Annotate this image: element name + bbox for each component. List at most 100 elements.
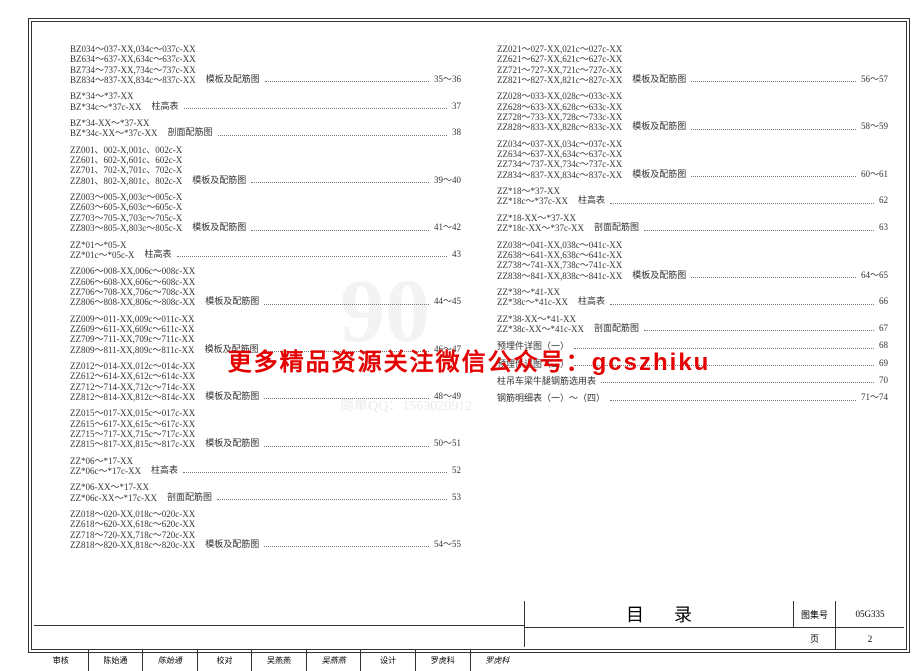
entry-codes: BZ034～037-XX,034c～037c-XX BZ634～637-XX,6… (70, 44, 196, 85)
toc-entry: 预埋件详图（二）69 (497, 358, 888, 369)
entry-desc: 模板及配筋图 (195, 438, 259, 449)
leader-dots (264, 304, 429, 305)
entry-codes: ZZ034～037-XX,034c～037c-XX ZZ634～637-XX,6… (497, 139, 622, 180)
toc-entry: 预埋件详图（一）68 (497, 340, 888, 351)
entry-desc: 柱吊车梁牛腿钢筋选用表 (497, 376, 596, 386)
entry-codes: ZZ003～005-X,003c～005c-X ZZ603～605-X,603c… (70, 192, 182, 233)
entry-page: 37 (452, 101, 461, 112)
leader-dots (264, 446, 429, 447)
leader-dots (251, 230, 429, 231)
entry-page: 56～57 (861, 74, 888, 85)
toc-entry: BZ*34-XX～*37-XX BZ*34c-XX～*37c-XX剖面配筋图38 (70, 118, 461, 139)
toc-entry: ZZ*38～*41-XX ZZ*38c～*41c-XX柱高表 66 (497, 287, 888, 308)
toc-entry: ZZ015～017-XX,015c～017c-XX ZZ615～617-XX,6… (70, 408, 461, 449)
audit-label: 审核 (34, 649, 89, 671)
leader-dots (610, 400, 856, 401)
toc-entry: ZZ*01～*05-X ZZ*01c～*05c-X柱高表43 (70, 240, 461, 261)
toc-content: BZ034～037-XX,034c～037c-XX BZ634～637-XX,6… (70, 44, 888, 595)
toc-entry: 柱吊车梁牛腿钢筋选用表 70 (497, 375, 888, 386)
leader-dots (691, 277, 856, 278)
check-sign: 吴燕燕 (307, 649, 362, 671)
entry-desc: 剖面配筋图 (157, 127, 212, 138)
page-label: 页 (794, 628, 836, 649)
entry-desc: 柱高表 (141, 465, 178, 476)
entry-desc: 剖面配筋图 (584, 222, 639, 233)
entry-codes: ZZ015～017-XX,015c～017c-XX ZZ615～617-XX,6… (70, 408, 195, 449)
entry-desc: 柱高表 (142, 101, 179, 112)
set-label: 图集号 (794, 601, 836, 627)
toc-left-column: BZ034～037-XX,034c～037c-XX BZ634～637-XX,6… (70, 44, 479, 595)
page-outer-frame: BZ034～037-XX,034c～037c-XX BZ634～637-XX,6… (28, 18, 910, 653)
page-inner-frame: BZ034～037-XX,034c～037c-XX BZ634～637-XX,6… (31, 21, 907, 650)
entry-desc: 模板及配筋图 (195, 296, 259, 307)
toc-entry: BZ*34～*37-XX BZ*34c～*37c-XX柱高表 37 (70, 91, 461, 112)
entry-page: 58～59 (861, 121, 888, 132)
toc-entry: ZZ*18-XX～*37-XX ZZ*18c-XX～*37c-XX剖面配筋图 63 (497, 213, 888, 234)
toc-entry: BZ034～037-XX,034c～037c-XX BZ634～637-XX,6… (70, 44, 461, 85)
entry-desc: 模板及配筋图 (195, 344, 259, 355)
leader-dots (691, 176, 856, 177)
check-label: 校对 (198, 649, 253, 671)
entry-desc: 模板及配筋图 (182, 222, 246, 233)
toc-entry: 钢筋明细表（一）～（四）71～74 (497, 392, 888, 403)
entry-desc: 柱高表 (134, 249, 171, 260)
entry-page: 63 (879, 222, 888, 233)
entry-page: 60～61 (861, 169, 888, 180)
entry-page: 54～55 (434, 539, 461, 550)
entry-codes: ZZ038～041-XX,038c～041c-XX ZZ638～641-XX,6… (497, 240, 622, 281)
entry-desc: 预埋件详图（一） (497, 341, 569, 351)
entry-page: 44～45 (434, 296, 461, 307)
leader-dots (265, 81, 429, 82)
entry-page: 46～47 (434, 344, 461, 355)
title-block-right: 目录 图集号 05G335 X 页 2 (524, 601, 904, 647)
toc-entry: ZZ006～008-XX,006c～008c-XX ZZ606～608-XX,6… (70, 266, 461, 307)
entry-codes: ZZ006～008-XX,006c～008c-XX ZZ606～608-XX,6… (70, 266, 195, 307)
leader-dots (610, 304, 874, 305)
entry-page: 52 (452, 465, 461, 476)
entry-desc: 模板及配筋图 (195, 539, 259, 550)
toc-entry: ZZ003～005-X,003c～005c-X ZZ603～605-X,603c… (70, 192, 461, 233)
leader-dots (610, 203, 874, 204)
entry-codes: ZZ*18-XX～*37-XX ZZ*18c-XX～*37c-XX (497, 213, 584, 234)
toc-entry: ZZ028～033-XX,028c～033c-XX ZZ628～633-XX,6… (497, 91, 888, 132)
entry-codes: ZZ*38～*41-XX ZZ*38c～*41c-XX (497, 287, 568, 308)
leader-dots (644, 230, 874, 231)
entry-page: 41～42 (434, 222, 461, 233)
leader-dots (183, 472, 447, 473)
entry-desc: 模板及配筋图 (182, 175, 246, 186)
toc-entry: ZZ*18～*37-XX ZZ*18c～*37c-XX柱高表62 (497, 186, 888, 207)
design-sign: 罗虎科 (471, 649, 525, 671)
title-block: 审核 陈始通 陈始通 校对 吴燕燕 吴燕燕 设计 罗虎科 罗虎科 目录 图集号 … (34, 601, 904, 647)
signature-row: 审核 陈始通 陈始通 校对 吴燕燕 吴燕燕 设计 罗虎科 罗虎科 (34, 625, 524, 671)
entry-desc: 柱高表 (568, 296, 605, 307)
entry-page: 50～51 (434, 438, 461, 449)
entry-page: 48～49 (434, 391, 461, 402)
toc-entry: ZZ009～011-XX,009c～011c-XX ZZ609～611-XX,6… (70, 314, 461, 355)
design-value: 罗虎科 (416, 649, 471, 671)
entry-desc: 剖面配筋图 (584, 323, 639, 334)
entry-codes: ZZ021～027-XX,021c～027c-XX ZZ621～627-XX,6… (497, 44, 622, 85)
title-block-left: 审核 陈始通 陈始通 校对 吴燕燕 吴燕燕 设计 罗虎科 罗虎科 (34, 601, 524, 647)
entry-desc: 预埋件详图（二） (497, 359, 569, 369)
entry-page: 64～65 (861, 270, 888, 281)
entry-page: 53 (452, 492, 461, 503)
toc-entry: ZZ021～027-XX,021c～027c-XX ZZ621～627-XX,6… (497, 44, 888, 85)
entry-codes: BZ*34～*37-XX BZ*34c～*37c-XX (70, 91, 142, 112)
leader-dots (218, 135, 448, 136)
entry-codes: ZZ*01～*05-X ZZ*01c～*05c-X (70, 240, 134, 261)
entry-desc: 模板及配筋图 (622, 74, 686, 85)
toc-entry: ZZ*06～*17-XX ZZ*06c～*17c-XX柱高表52 (70, 456, 461, 477)
page-number: 2 (836, 628, 904, 649)
leader-dots (184, 108, 447, 109)
entry-codes: BZ*34-XX～*37-XX BZ*34c-XX～*37c-XX (70, 118, 157, 139)
toc-entry: ZZ*38-XX～*41-XX ZZ*38c-XX～*41c-XX剖面配筋图67 (497, 314, 888, 335)
leader-dots (691, 129, 856, 130)
leader-dots (574, 365, 874, 366)
entry-page: 66 (879, 296, 888, 307)
leader-dots (264, 351, 429, 352)
toc-entry: ZZ034～037-XX,034c～037c-XX ZZ634～637-XX,6… (497, 139, 888, 180)
entry-codes: ZZ*06-XX～*17-XX ZZ*06c-XX～*17c-XX (70, 482, 157, 503)
entry-page: 70 (879, 375, 888, 386)
entry-codes: ZZ018～020-XX,018c～020c-XX ZZ618～620-XX,6… (70, 509, 195, 550)
entry-codes: ZZ*18～*37-XX ZZ*18c～*37c-XX (497, 186, 568, 207)
